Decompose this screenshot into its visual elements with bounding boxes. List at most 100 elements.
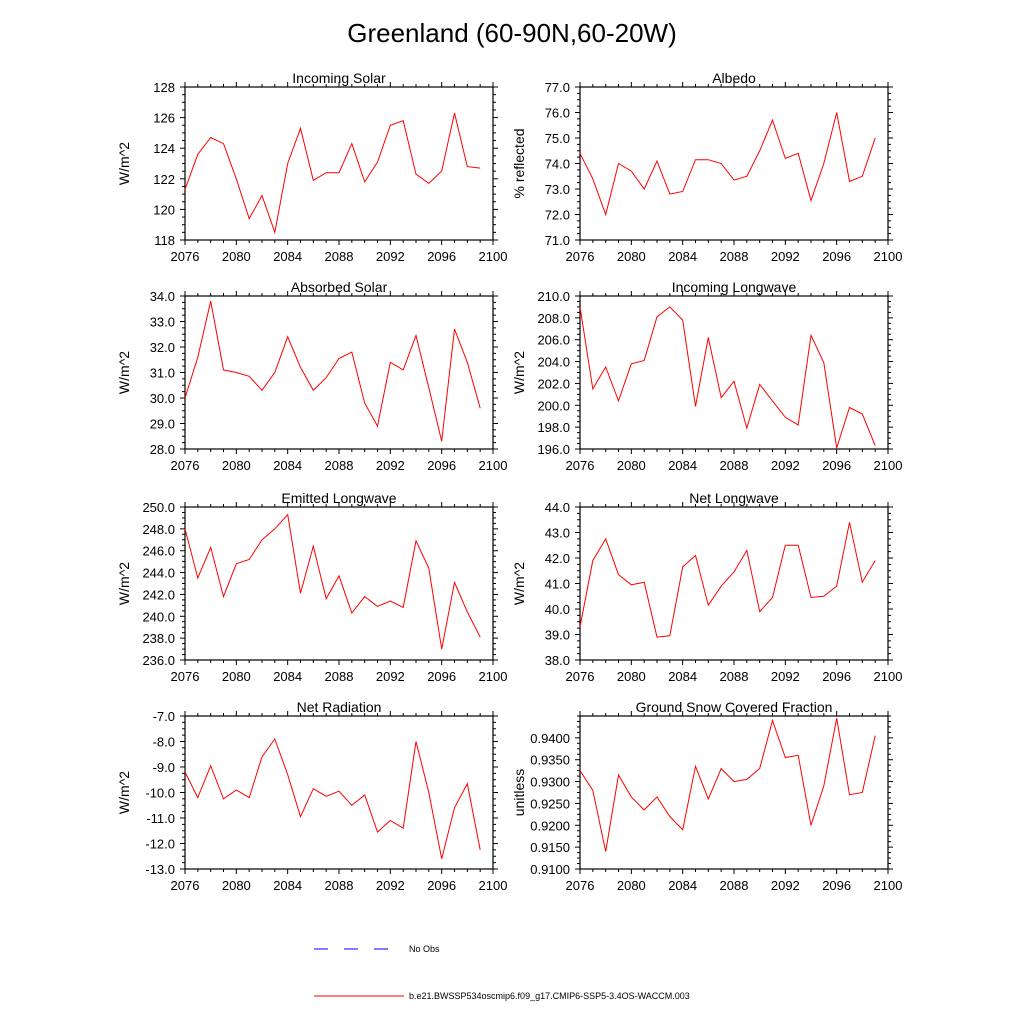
x-tick-label: 2080	[617, 669, 646, 684]
x-tick-label: 2076	[566, 458, 595, 473]
x-tick-label: 2080	[222, 878, 251, 893]
plot-frame	[579, 86, 889, 241]
chart-panel: Ground Snow Covered Fraction 2076 2080 2084…	[511, 699, 902, 893]
plot-frame	[184, 506, 494, 661]
series-line	[579, 306, 876, 449]
x-tick-label: 2088	[720, 249, 749, 264]
x-tick-label: 2080	[617, 249, 646, 264]
y-tick-label: -7.0	[153, 709, 175, 724]
y-tick-label: 248.0	[142, 522, 175, 537]
figure-title: Greenland (60-90N,60-20W)	[347, 18, 677, 48]
y-axis-label: W/m^2	[116, 562, 132, 605]
y-tick-label: 206.0	[537, 333, 570, 348]
y-tick-label: 124	[153, 141, 175, 156]
x-tick-label: 2084	[273, 249, 302, 264]
x-tick-label: 2092	[376, 669, 405, 684]
plot-frame	[579, 506, 889, 661]
x-tick-label: 2080	[222, 669, 251, 684]
y-tick-label: 31.0	[150, 366, 175, 381]
x-tick-label: 2092	[376, 249, 405, 264]
y-tick-label: 204.0	[537, 355, 570, 370]
x-tick-label: 2088	[720, 878, 749, 893]
series-line	[184, 513, 481, 650]
panel-title: Incoming Longwave	[672, 279, 797, 295]
y-tick-label: 32.0	[150, 340, 175, 355]
y-tick-label: 39.0	[545, 628, 570, 643]
x-tick-label: 2096	[427, 669, 456, 684]
y-tick-label: 71.0	[545, 233, 570, 248]
x-tick-label: 2100	[479, 878, 508, 893]
x-tick-label: 2088	[720, 669, 749, 684]
chart-panel: Incoming Solar 2076 2080 2084 2088 2092 2096 21…	[116, 70, 507, 264]
series-line	[184, 300, 481, 442]
y-tick-label: 244.0	[142, 566, 175, 581]
x-tick-label: 2100	[479, 249, 508, 264]
plot-frame	[184, 715, 494, 870]
x-tick-label: 2088	[325, 249, 354, 264]
x-tick-label: 2076	[566, 669, 595, 684]
x-tick-label: 2092	[376, 878, 405, 893]
chart-panel: Albedo 2076 2080 2084 2088 2092 2096 2100 71.0 72…	[511, 70, 902, 264]
panel-title: Net Longwave	[689, 490, 779, 506]
plot-frame	[579, 295, 889, 450]
x-tick-label: 2096	[822, 878, 851, 893]
panel-title: Absorbed Solar	[291, 279, 388, 295]
x-tick-label: 2076	[171, 458, 200, 473]
x-tick-label: 2100	[479, 458, 508, 473]
x-tick-label: 2092	[771, 669, 800, 684]
y-tick-label: 0.9100	[530, 862, 570, 877]
y-tick-label: 246.0	[142, 544, 175, 559]
x-tick-label: 2076	[171, 669, 200, 684]
y-tick-label: -12.0	[145, 837, 175, 852]
y-tick-label: 0.9350	[530, 753, 570, 768]
x-tick-label: 2076	[566, 249, 595, 264]
y-tick-label: 43.0	[545, 526, 570, 541]
x-tick-label: 2096	[427, 458, 456, 473]
legend-obs-label: No Obs	[409, 944, 440, 954]
series-line	[579, 112, 876, 217]
y-tick-label: -9.0	[153, 760, 175, 775]
x-tick-label: 2076	[566, 878, 595, 893]
y-tick-label: 42.0	[545, 551, 570, 566]
x-tick-label: 2088	[325, 458, 354, 473]
x-tick-label: 2092	[376, 458, 405, 473]
y-tick-label: 0.9150	[530, 840, 570, 855]
y-tick-label: 126	[153, 111, 175, 126]
x-tick-label: 2088	[325, 669, 354, 684]
y-tick-label: 28.0	[150, 442, 175, 457]
y-tick-label: -8.0	[153, 735, 175, 750]
y-tick-label: 74.0	[545, 157, 570, 172]
y-tick-label: 236.0	[142, 653, 175, 668]
panels: Incoming Solar 2076 2080 2084 2088 2092 2096 21…	[116, 70, 902, 893]
x-tick-label: 2084	[668, 249, 697, 264]
y-tick-label: 33.0	[150, 315, 175, 330]
series-line	[579, 718, 876, 852]
y-tick-label: 200.0	[537, 398, 570, 413]
y-tick-label: 72.0	[545, 208, 570, 223]
x-tick-label: 2100	[874, 249, 903, 264]
y-tick-label: 250.0	[142, 500, 175, 515]
series-line	[184, 737, 481, 859]
y-tick-label: 38.0	[545, 653, 570, 668]
chart-panel: Incoming Longwave 2076 2080 2084 2088 2092 209…	[511, 279, 902, 473]
x-tick-label: 2076	[171, 878, 200, 893]
x-tick-label: 2100	[874, 458, 903, 473]
panel-title: Ground Snow Covered Fraction	[636, 699, 833, 715]
x-tick-label: 2080	[222, 458, 251, 473]
y-tick-label: 118	[154, 233, 175, 248]
x-tick-label: 2096	[427, 249, 456, 264]
x-tick-label: 2100	[874, 878, 903, 893]
y-axis-label: % reflected	[511, 128, 527, 198]
x-tick-label: 2096	[427, 878, 456, 893]
y-tick-label: 0.9300	[530, 775, 570, 790]
y-axis-label: W/m^2	[116, 351, 132, 394]
series-line	[184, 112, 481, 235]
y-axis-label: unitless	[511, 769, 527, 816]
panel-title: Net Radiation	[297, 699, 382, 715]
y-tick-label: 73.0	[545, 182, 570, 197]
y-axis-label: W/m^2	[511, 562, 527, 605]
y-axis-label: W/m^2	[116, 142, 132, 185]
y-tick-label: 198.0	[537, 420, 570, 435]
x-tick-label: 2096	[822, 249, 851, 264]
